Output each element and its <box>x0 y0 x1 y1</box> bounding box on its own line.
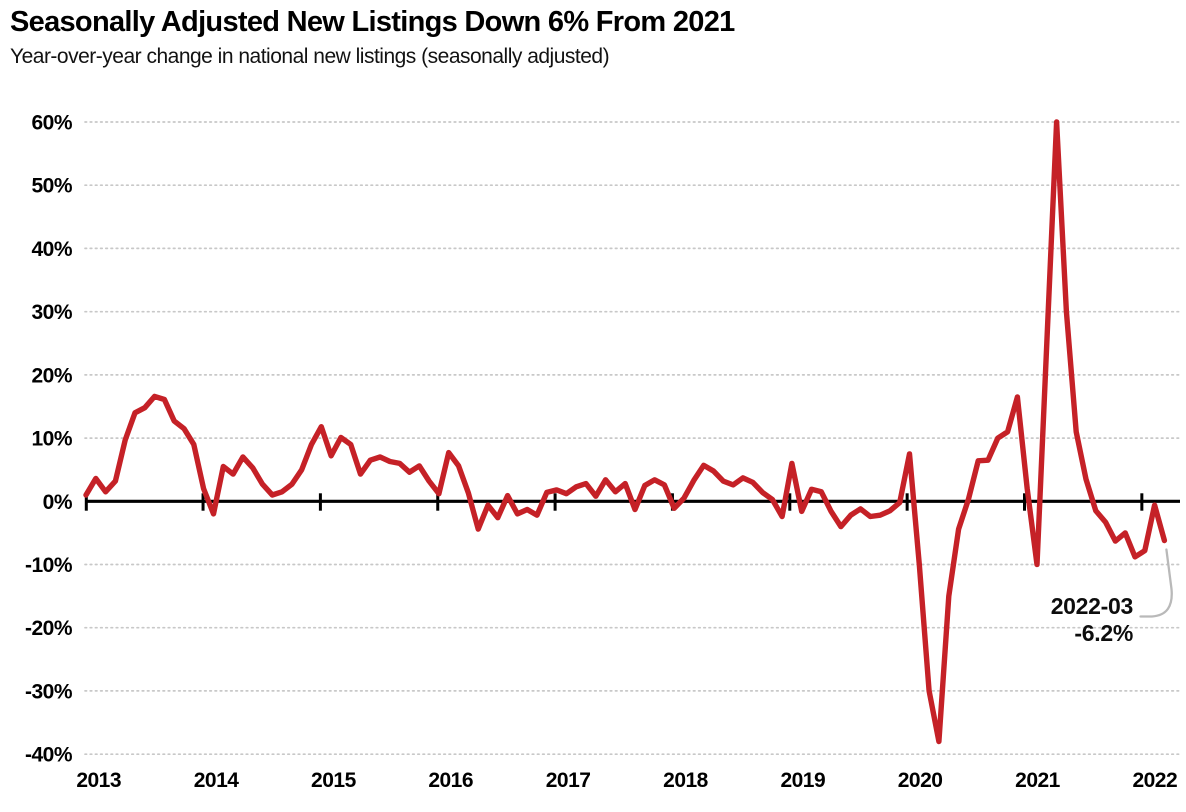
x-tick-label: 2021 <box>1015 769 1061 792</box>
y-tick-label: 30% <box>31 301 72 324</box>
y-tick-label: -40% <box>25 744 73 767</box>
chart-subtitle: Year-over-year change in national new li… <box>10 45 610 68</box>
y-tick-label: -30% <box>25 680 73 703</box>
x-tick-label: 2022 <box>1132 769 1177 792</box>
y-axis-labels: 60% 50% 40% 30% 20% 10% 0% -10% -20% -30% -40% <box>25 112 73 767</box>
annotation-callout-line <box>1139 548 1173 618</box>
y-tick-label: 60% <box>31 112 72 135</box>
y-tick-label: -10% <box>25 554 73 577</box>
series-line <box>83 119 1168 745</box>
x-tick-label: 2015 <box>311 769 357 792</box>
y-tick-label: 0% <box>43 491 73 514</box>
y-tick-label: -20% <box>25 617 73 640</box>
y-tick-label: 50% <box>31 175 72 198</box>
x-tick-label: 2017 <box>546 769 591 792</box>
x-tick-label: 2016 <box>428 769 473 792</box>
x-tick-label: 2014 <box>194 769 240 792</box>
x-tick-label: 2020 <box>898 769 943 792</box>
y-tick-label: 20% <box>31 364 72 387</box>
x-tick-label: 2019 <box>780 769 825 792</box>
y-tick-label: 40% <box>31 238 72 261</box>
annotation-value: -6.2% <box>1074 620 1133 646</box>
chart-title: Seasonally Adjusted New Listings Down 6%… <box>10 6 735 38</box>
x-tick-label: 2013 <box>76 769 121 792</box>
y-tick-label: 10% <box>31 428 72 451</box>
x-tick-label: 2018 <box>663 769 709 792</box>
gridlines <box>84 121 1181 756</box>
x-axis-labels: 2013 2014 2015 2016 2017 2018 2019 2020 2021 2022 <box>76 769 1177 792</box>
annotation-date: 2022-03 <box>1051 593 1133 619</box>
